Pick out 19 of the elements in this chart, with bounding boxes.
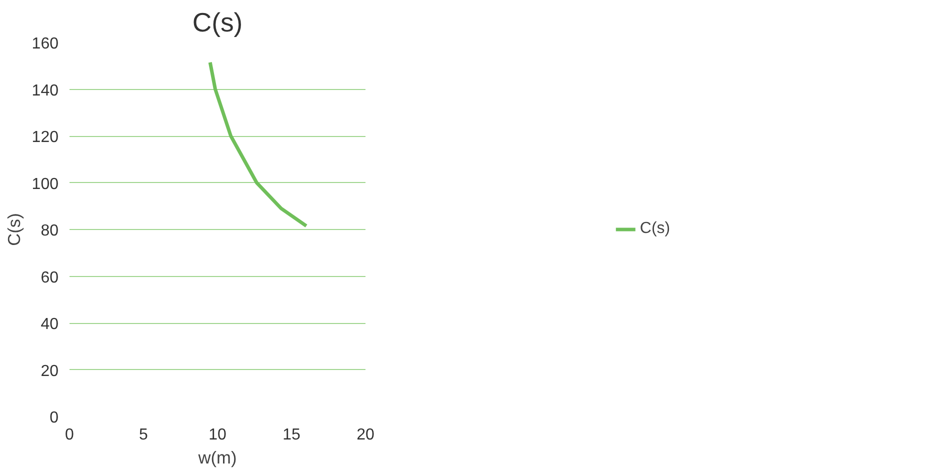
x-tick-label: 20 [356,426,374,444]
y-tick-label: 80 [40,222,59,240]
legend-label: C(s) [640,220,670,238]
y-tick-label: 20 [40,362,59,380]
x-axis-title: w(m) [197,448,237,468]
y-axis-title: C(s) [4,213,24,246]
y-tick-label: 120 [32,129,59,146]
y-tick-label: 140 [32,82,59,100]
line-series [208,60,308,228]
chart-title: C(s) [192,8,243,38]
y-tick-label: 40 [40,316,59,333]
y-tick-label: 60 [40,269,59,286]
x-tick-label: 10 [208,426,226,444]
x-tick-label: 5 [139,426,148,444]
y-tick-label: 100 [32,176,59,193]
y-tick-label: 0 [50,410,59,426]
y-tick-label: 160 [32,36,59,52]
x-tick-label: 15 [282,426,300,444]
x-tick-label: 0 [65,426,74,444]
